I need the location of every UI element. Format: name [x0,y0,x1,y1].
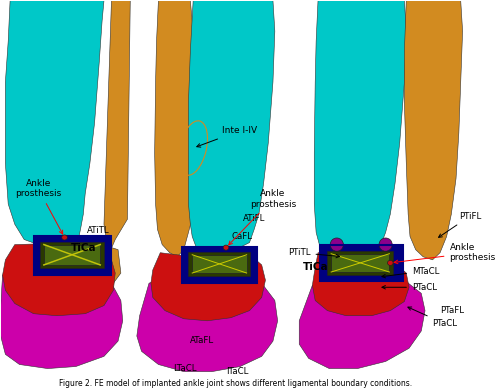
Polygon shape [104,1,130,255]
Ellipse shape [62,235,68,240]
Polygon shape [137,273,278,372]
Bar [40,242,104,268]
Text: PTaCL: PTaCL [408,307,458,328]
Text: ATiTL: ATiTL [87,226,110,235]
Ellipse shape [330,238,344,251]
Bar [34,236,110,275]
Text: PTiTL: PTiTL [288,248,340,258]
Polygon shape [312,253,409,316]
Bar [320,244,402,281]
Bar [44,244,100,265]
Text: ITaCL: ITaCL [226,367,248,376]
Text: CaFL: CaFL [232,232,252,241]
Bar [331,254,390,272]
Polygon shape [151,253,266,321]
Polygon shape [188,1,275,253]
Text: Inte I-IV: Inte I-IV [197,126,258,147]
Bar [182,247,257,283]
Text: ATiFL: ATiFL [243,214,266,223]
Text: Ankle
prosthesis: Ankle prosthesis [15,179,62,234]
Bar [188,252,250,276]
Bar [192,255,246,273]
Polygon shape [102,244,121,283]
Ellipse shape [379,238,392,251]
Text: MTaCL: MTaCL [382,267,440,278]
Polygon shape [2,242,115,316]
Text: TiCa: TiCa [303,262,328,272]
Polygon shape [404,1,462,260]
Bar [182,247,257,283]
Text: PTaCL: PTaCL [382,283,437,292]
Bar [328,251,393,275]
Bar [34,236,110,275]
Bar [320,244,402,281]
Ellipse shape [223,245,229,250]
Ellipse shape [388,260,393,265]
Polygon shape [314,1,406,255]
Text: TiCa: TiCa [71,242,96,253]
Text: Ankle
prosthesis: Ankle prosthesis [228,189,296,245]
Polygon shape [154,1,198,257]
Polygon shape [0,267,122,369]
Text: ATaFL: ATaFL [190,336,214,345]
Polygon shape [6,1,104,247]
Text: Ankle
prosthesis: Ankle prosthesis [394,243,496,264]
Text: LTaCL: LTaCL [173,364,197,374]
Text: PTaFL: PTaFL [440,306,464,315]
Text: Figure 2. FE model of implanted ankle joint shows different ligamental boundary : Figure 2. FE model of implanted ankle jo… [59,379,412,388]
Polygon shape [299,273,425,369]
Text: PTiFL: PTiFL [438,211,481,237]
